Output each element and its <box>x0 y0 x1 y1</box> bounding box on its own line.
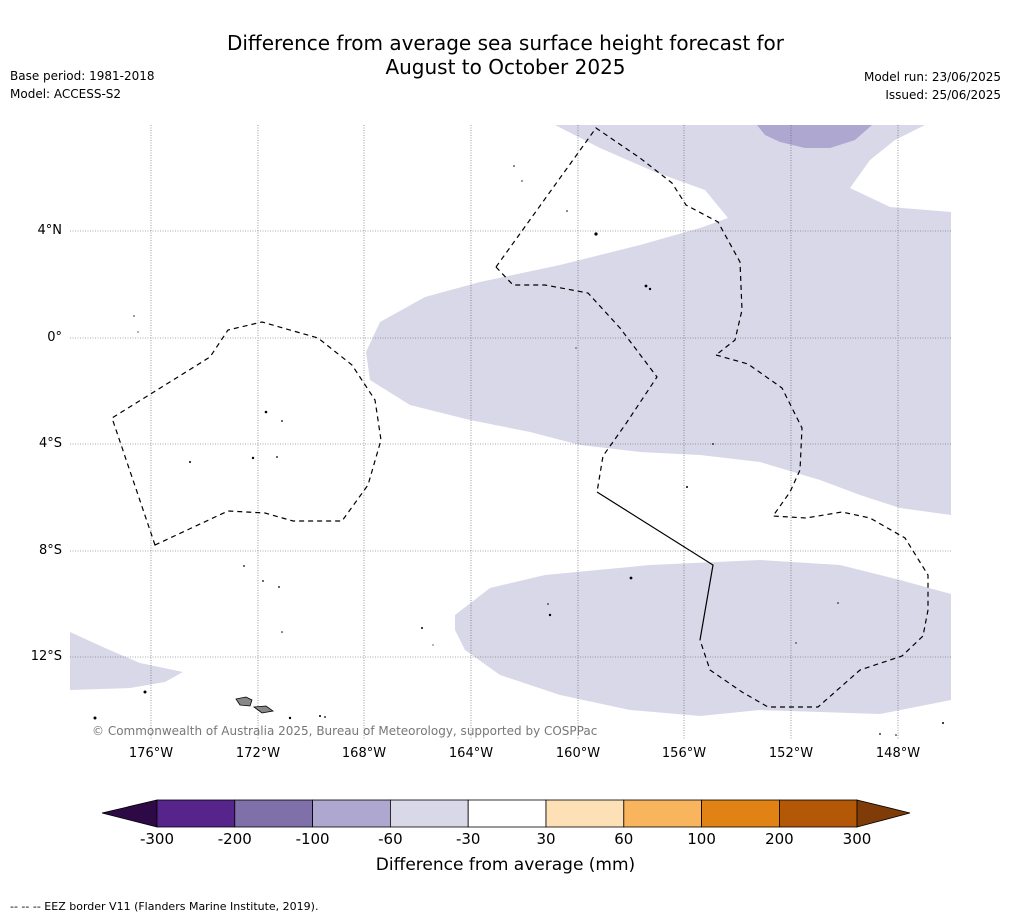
colorbar-swatch-7 <box>623 799 702 828</box>
anomaly-region-north-dark <box>757 125 872 148</box>
issued-date: Issued: 25/06/2025 <box>885 88 1001 102</box>
lon-label-172w: 172°W <box>235 746 281 761</box>
islands <box>235 696 275 714</box>
colorbar-tick-10: 300 <box>842 830 872 848</box>
lat-label-12s: 12°S <box>30 649 62 664</box>
lon-label-176w: 176°W <box>128 746 174 761</box>
lat-label-0: 0° <box>47 330 62 345</box>
anomaly-region-north <box>366 125 951 515</box>
colorbar-extend-low <box>101 799 158 828</box>
colorbar-extend-high <box>856 799 911 828</box>
title-line-1: Difference from average sea surface heig… <box>226 31 785 55</box>
lat-label-4s: 4°S <box>38 436 62 451</box>
lon-label-148w: 148°W <box>875 746 921 761</box>
lon-label-160w: 160°W <box>555 746 601 761</box>
colorbar-tick-6: 30 <box>536 830 556 848</box>
colorbar-swatch-6 <box>545 799 625 828</box>
colorbar-tick-2: -200 <box>217 830 252 848</box>
colorbar-tick-3: -100 <box>295 830 330 848</box>
colorbar-swatch-8 <box>701 799 780 828</box>
colorbar-tick-5: -30 <box>455 830 481 848</box>
eez-border-cook-islands <box>699 354 929 708</box>
copyright-notice: © Commonwealth of Australia 2025, Bureau… <box>92 724 598 738</box>
eez-border-kiribati-north <box>495 127 743 356</box>
colorbar-tick-7: 60 <box>614 830 634 848</box>
gridlines <box>70 125 951 740</box>
meta-right: Model run: 23/06/2025 Issued: 25/06/2025 <box>864 68 1001 104</box>
meta-left: Base period: 1981-2018 Model: ACCESS-S2 <box>10 67 155 103</box>
anomaly-region-west <box>70 632 183 690</box>
island-savaii <box>235 696 253 707</box>
colorbar-swatch-4 <box>389 799 469 828</box>
eez-border-samoa-tokelau <box>111 321 382 546</box>
title-line-2: August to October 2025 <box>385 55 626 79</box>
atolls <box>93 165 944 736</box>
lon-label-164w: 164°W <box>448 746 494 761</box>
model-run: Model run: 23/06/2025 <box>863 70 1001 84</box>
island-upolu <box>252 705 275 714</box>
colorbar-swatch-1 <box>156 799 236 828</box>
colorbar-tick-4: -60 <box>378 830 403 848</box>
colorbar <box>101 799 911 828</box>
lat-label-4n: 4°N <box>37 223 63 238</box>
colorbar-title: Difference from average (mm) <box>375 855 636 875</box>
eez-borders <box>111 127 929 708</box>
lon-label-156w: 156°W <box>661 746 707 761</box>
lon-label-152w: 152°W <box>768 746 814 761</box>
colorbar-swatch-2 <box>234 799 314 828</box>
map-title: Difference from average sea surface heig… <box>0 31 1011 79</box>
model-name: Model: ACCESS-S2 <box>10 87 122 101</box>
lat-label-8s: 8°S <box>38 543 62 558</box>
colorbar-tick-1: -300 <box>139 830 175 848</box>
colorbar-tick-8: 100 <box>687 830 716 848</box>
colorbar-swatch-5 <box>467 799 547 828</box>
colorbar-swatch-9 <box>779 799 858 828</box>
anomaly-region-south <box>455 560 951 716</box>
colorbar-tick-9: 200 <box>765 830 794 848</box>
eez-border-solid <box>596 491 714 641</box>
map-area <box>70 125 951 740</box>
lon-label-168w: 168°W <box>341 746 387 761</box>
eez-footnote: -- -- -- EEZ border V11 (Flanders Marine… <box>10 900 319 913</box>
eez-border-kiribati-mid <box>495 266 658 493</box>
base-period: Base period: 1981-2018 <box>10 69 155 83</box>
colorbar-swatch-3 <box>312 799 391 828</box>
